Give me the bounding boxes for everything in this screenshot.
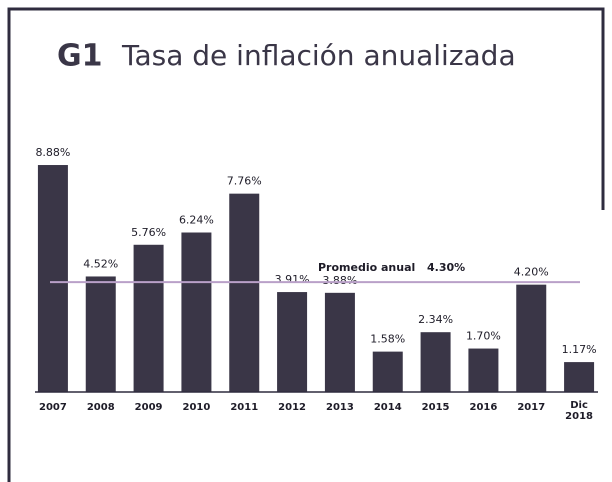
value-label: 6.24% <box>179 214 214 227</box>
x-tick-label: 2015 <box>422 402 450 413</box>
bar <box>133 244 164 392</box>
x-tick-label: 2013 <box>326 402 354 413</box>
average-label: 4.30% <box>427 261 465 274</box>
value-label: 4.20% <box>514 266 549 279</box>
bar <box>324 292 355 392</box>
bar <box>37 165 68 392</box>
x-tick-label: 2011 <box>230 402 258 413</box>
chart-label: G1 <box>57 39 103 74</box>
x-tick-label: 2016 <box>469 402 497 413</box>
bar <box>468 348 499 392</box>
value-label: 3.91% <box>275 273 310 286</box>
bar <box>564 362 595 392</box>
value-label: 7.76% <box>227 175 262 188</box>
x-tick-label: 2010 <box>182 402 210 413</box>
bar <box>420 332 451 392</box>
x-tick-label: 2012 <box>278 402 306 413</box>
bar <box>181 232 212 392</box>
bar <box>372 351 403 392</box>
value-label: 1.58% <box>370 333 405 346</box>
x-tick-label: 2007 <box>39 402 67 413</box>
frame <box>7 7 605 482</box>
value-label: 1.70% <box>466 330 501 343</box>
value-label: 5.76% <box>131 226 166 239</box>
x-tick-label: 2009 <box>135 402 163 413</box>
average-name: Promedio anual <box>318 261 415 274</box>
bar <box>229 193 260 392</box>
value-label: 3.88% <box>322 274 357 287</box>
bar <box>85 276 116 392</box>
chart-title: Tasa de inflación anualizada <box>121 39 516 72</box>
bar <box>277 292 308 392</box>
value-label: 4.52% <box>83 257 118 270</box>
value-label: 8.88% <box>35 146 70 159</box>
value-label: 2.34% <box>418 313 453 326</box>
x-tick-label: Dic 2018 <box>565 400 593 422</box>
x-tick-label: 2008 <box>87 402 115 413</box>
x-tick-label: 2017 <box>517 402 545 413</box>
bar <box>516 284 547 392</box>
x-tick-label: 2014 <box>374 402 402 413</box>
value-label: 1.17% <box>562 343 597 356</box>
